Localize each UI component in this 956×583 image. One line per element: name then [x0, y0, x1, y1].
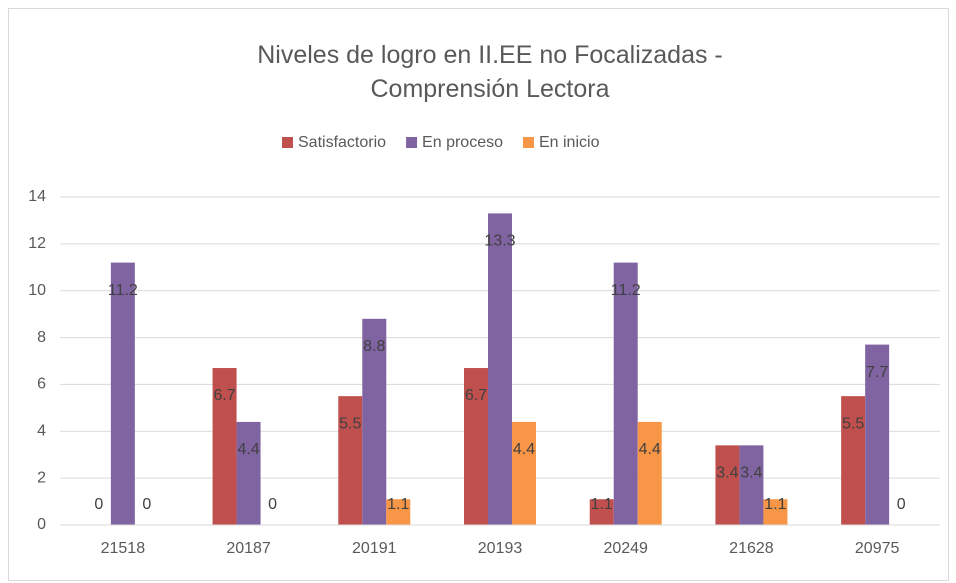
bar: [589, 499, 614, 525]
bar: [464, 368, 488, 525]
legend-label: En proceso: [422, 134, 503, 151]
value-label: 0: [268, 496, 277, 513]
bar: [212, 368, 237, 525]
bar: [763, 499, 788, 525]
legend-swatch: [406, 137, 418, 148]
y-tick-label: 10: [28, 282, 46, 299]
value-label: 4.4: [513, 441, 535, 458]
bar: [338, 396, 363, 525]
legend-label: Satisfactorio: [298, 134, 386, 151]
bar: [236, 421, 261, 525]
value-label: 3.4: [716, 465, 738, 482]
value-label: 13.3: [484, 233, 515, 250]
y-tick-label: 0: [37, 516, 46, 533]
value-label: 0: [897, 496, 906, 513]
bar: [865, 344, 890, 525]
chart-border: [8, 8, 949, 581]
bar: [841, 396, 866, 525]
value-label: 4.4: [237, 441, 259, 458]
y-tick-label: 4: [37, 423, 46, 440]
value-label: 11.2: [611, 282, 641, 299]
x-tick-label: 20187: [226, 540, 271, 557]
value-label: 6.7: [213, 387, 235, 404]
bar: [110, 262, 135, 525]
x-tick-label: 20193: [478, 540, 523, 557]
value-label: 0: [142, 496, 151, 513]
value-label: 1.1: [764, 496, 786, 513]
value-label: 6.7: [465, 387, 487, 404]
value-label: 5.5: [339, 415, 361, 432]
value-label: 1.1: [387, 496, 409, 513]
bar: [512, 421, 536, 525]
y-tick-label: 14: [28, 188, 46, 205]
value-label: 3.4: [740, 465, 762, 482]
y-tick-label: 8: [37, 329, 46, 346]
value-label: 7.7: [866, 364, 888, 381]
bar: [715, 445, 740, 525]
bar: [637, 421, 662, 525]
x-tick-label: 20975: [855, 540, 900, 557]
bar: [488, 213, 512, 525]
x-tick-label: 21518: [101, 540, 146, 557]
bar: [362, 318, 387, 525]
x-tick-label: 20191: [352, 540, 397, 557]
value-label: 11.2: [108, 282, 138, 299]
value-label: 8.8: [363, 338, 385, 355]
value-label: 0: [94, 496, 103, 513]
y-tick-label: 6: [37, 376, 46, 393]
x-tick-label: 20249: [603, 540, 648, 557]
value-label: 4.4: [639, 441, 661, 458]
bar: [739, 445, 764, 525]
bar: [613, 262, 638, 525]
chart-title: Niveles de logro en II.EE no Focalizadas…: [257, 41, 723, 103]
legend-swatch: [282, 137, 293, 148]
value-label: 5.5: [842, 415, 864, 432]
legend-label: En inicio: [539, 134, 600, 151]
legend-swatch: [522, 137, 534, 148]
y-tick-label: 12: [28, 235, 46, 252]
bar: [386, 499, 411, 525]
value-label: 1.1: [591, 496, 613, 513]
x-tick-label: 21628: [729, 540, 774, 557]
y-tick-label: 2: [37, 469, 46, 486]
